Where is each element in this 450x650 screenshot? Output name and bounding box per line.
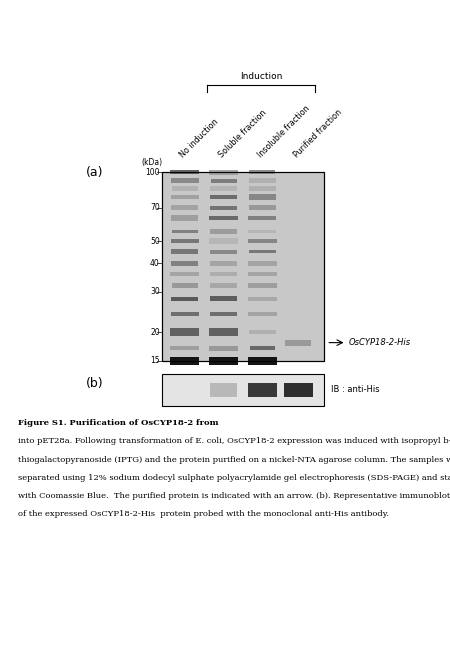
Bar [209, 328, 238, 335]
Bar [210, 312, 238, 316]
Text: OsCYP18-2-His: OsCYP18-2-His [349, 338, 411, 347]
Bar [210, 195, 237, 199]
Bar [209, 346, 238, 350]
Bar [248, 239, 277, 243]
Bar [172, 186, 198, 190]
Bar [171, 170, 199, 174]
Bar [249, 358, 276, 363]
Text: 40: 40 [150, 259, 160, 268]
Bar [285, 340, 311, 346]
Bar [210, 296, 237, 301]
Text: Figure S1. Purification of OsCYP18-2 from: Figure S1. Purification of OsCYP18-2 fro… [18, 419, 221, 427]
Text: 30: 30 [150, 287, 160, 296]
Bar [171, 296, 198, 301]
Bar [249, 330, 275, 334]
Text: with Coomassie Blue.  The purified protein is indicated with an arrow. (b). Repr: with Coomassie Blue. The purified protei… [18, 492, 450, 500]
Bar [248, 312, 277, 316]
Text: of the expressed OsCYP18-2-His  protein probed with the monoclonal anti-His anti: of the expressed OsCYP18-2-His protein p… [18, 510, 389, 518]
Text: separated using 12% sodium dodecyl sulphate polyacrylamide gel electrophoresis (: separated using 12% sodium dodecyl sulph… [18, 474, 450, 482]
Bar [172, 283, 198, 287]
Bar [171, 195, 199, 199]
Bar [249, 250, 276, 254]
Text: 20: 20 [150, 328, 160, 337]
Bar [210, 283, 237, 288]
Bar [211, 179, 237, 183]
Bar [210, 261, 237, 265]
Text: thiogalactopyranoside (IPTG) and the protein purified on a nickel-NTA agarose co: thiogalactopyranoside (IPTG) and the pro… [18, 456, 450, 463]
Bar [172, 359, 198, 363]
Text: (b): (b) [86, 377, 103, 390]
Bar [162, 374, 324, 406]
Text: 100: 100 [145, 168, 160, 177]
Bar [171, 215, 198, 221]
Text: Induction: Induction [240, 72, 282, 81]
Bar [171, 249, 198, 254]
Bar [249, 205, 276, 210]
Bar [210, 229, 237, 234]
Bar [209, 216, 238, 220]
Bar [210, 272, 237, 276]
Bar [171, 330, 199, 335]
Bar [170, 272, 199, 276]
Bar [170, 358, 199, 365]
Bar [284, 383, 313, 397]
Bar [211, 330, 237, 335]
Bar [248, 272, 277, 276]
Bar [162, 172, 324, 361]
Bar [249, 186, 275, 190]
Text: 50: 50 [150, 237, 160, 246]
Bar [211, 359, 237, 363]
Text: into pET28a. Following transformation of E. coli, OsCYP18-2 expression was induc: into pET28a. Following transformation of… [18, 437, 450, 445]
Bar [171, 346, 199, 350]
Bar [209, 358, 238, 365]
Bar [248, 216, 276, 220]
Bar [171, 205, 198, 210]
Bar [210, 186, 237, 190]
Bar [172, 230, 198, 233]
Text: 15: 15 [150, 356, 160, 365]
Bar [171, 261, 198, 266]
Bar [162, 172, 324, 361]
Bar [250, 346, 275, 350]
Bar [248, 283, 277, 288]
Bar [249, 170, 275, 174]
Bar [249, 194, 276, 200]
Text: 70: 70 [150, 203, 160, 212]
Bar [211, 383, 237, 397]
Bar [170, 328, 199, 335]
Text: Soluble fraction: Soluble fraction [217, 108, 268, 159]
Bar [209, 170, 238, 175]
Bar [211, 250, 237, 254]
Text: IB : anti-His: IB : anti-His [331, 385, 379, 395]
Bar [171, 239, 198, 243]
Bar [248, 297, 277, 300]
Text: (kDa): (kDa) [142, 158, 163, 167]
Bar [171, 312, 198, 316]
Text: Purified fraction: Purified fraction [292, 107, 343, 159]
Bar [209, 239, 238, 244]
Bar [248, 261, 277, 266]
Text: (a): (a) [86, 166, 103, 179]
Text: No induction: No induction [178, 117, 220, 159]
Bar [171, 178, 199, 183]
Bar [249, 178, 276, 183]
Bar [248, 383, 277, 397]
Bar [248, 358, 277, 365]
Bar [248, 230, 276, 233]
Bar [210, 205, 237, 210]
Text: Insoluble fraction: Insoluble fraction [256, 103, 312, 159]
